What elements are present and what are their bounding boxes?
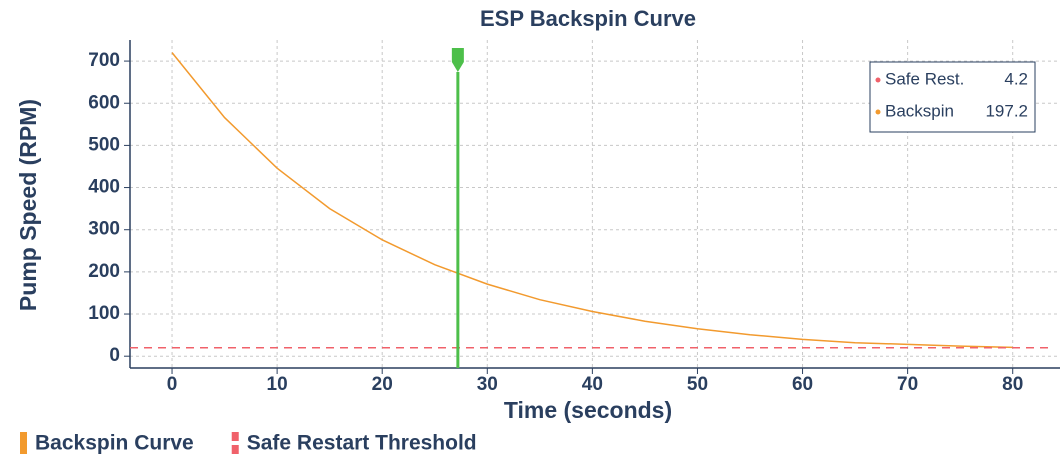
cursor-handle [451, 48, 464, 72]
tooltip-dot [875, 77, 881, 83]
tooltip-dot [875, 109, 881, 115]
data-line [171, 52, 1013, 349]
x-tick-label: 10 [267, 374, 288, 395]
x-tick-label: 30 [477, 374, 498, 395]
x-tick-label: 80 [1002, 374, 1023, 395]
x-tick-label: 50 [687, 374, 708, 395]
y-tick-label: 300 [88, 219, 120, 240]
x-tick-label: 40 [582, 374, 603, 395]
x-tick-label: 60 [792, 374, 813, 395]
y-tick-label: 500 [88, 134, 120, 155]
legend-swatch [20, 432, 27, 454]
y-tick-label: 100 [88, 303, 120, 324]
tooltip-label: Backspin [885, 101, 954, 120]
y-tick-label: 200 [88, 261, 120, 282]
y-axis-title: Pump Speed (RPM) [15, 99, 41, 311]
y-tick-label: 700 [88, 50, 120, 71]
tooltip-value: 4.2 [1004, 69, 1028, 88]
tooltip-box [869, 61, 1036, 133]
y-tick-label: 600 [88, 92, 120, 113]
x-tick-label: 70 [897, 374, 918, 395]
tooltip-label: Safe Rest. [885, 69, 964, 88]
x-tick-label: 20 [372, 374, 393, 395]
legend-label: Backspin Curve [35, 432, 194, 455]
y-tick-label: 0 [109, 345, 120, 366]
tooltip-value: 197.2 [985, 101, 1028, 120]
y-tick-label: 400 [88, 177, 120, 198]
legend-swatch [231, 445, 239, 454]
x-axis-title: Time (seconds) [504, 397, 672, 423]
x-tick-label: 0 [167, 374, 178, 395]
legend-swatch [231, 432, 239, 441]
chart-title: ESP Backspin Curve [480, 6, 696, 31]
legend-label: Safe Restart Threshold [247, 432, 477, 455]
